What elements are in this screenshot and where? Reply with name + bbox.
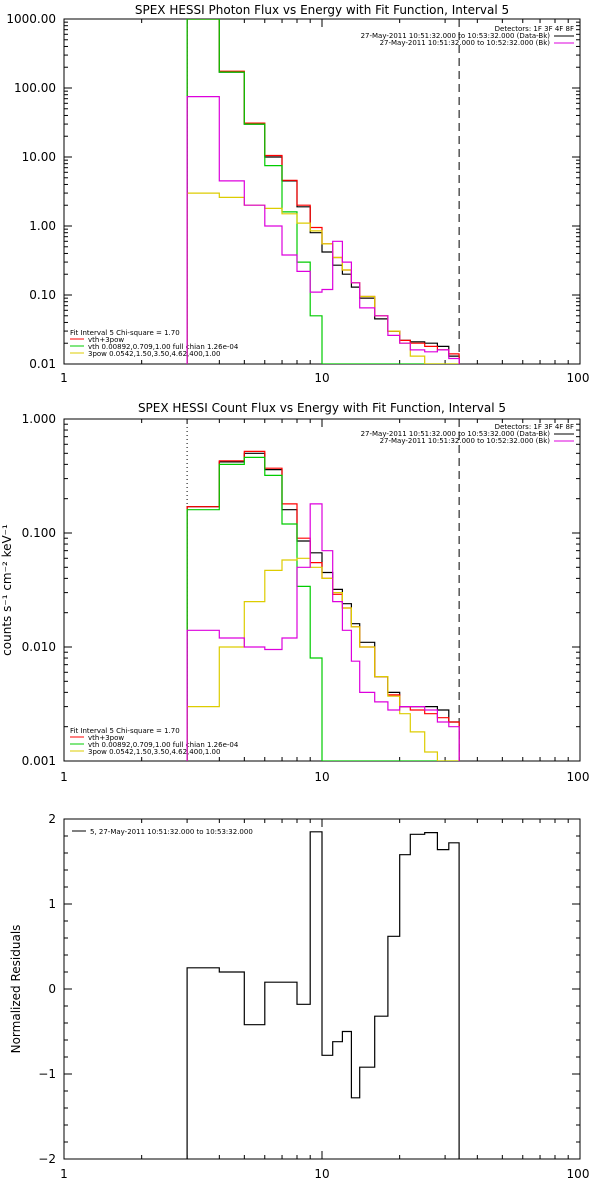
residual-axis-ticks [63,818,581,1160]
photon-fit-line: Fit Interval 5 Chi-square = 1.70 [70,329,180,337]
residual-y-tick-label: 1 [48,897,56,911]
count-fit-line: vth+3pow [88,734,124,742]
photon-x-tick-label: 1 [60,371,68,385]
photon-flux-y-ticks: 0.01 0.10 1.00 10.00 100.00 1000.00 [6,12,56,371]
photon-flux-fit-legend: Fit Interval 5 Chi-square = 1.70 vth+3po… [70,329,239,358]
count-x-tick-label: 10 [314,770,329,784]
count-y-tick-label: 0.010 [22,640,56,654]
photon-fit-line: vth 0.00892,0.709,1.00 full chian 1.26e-… [88,343,239,351]
photon-y-tick-label: 1000.00 [6,12,56,26]
photon-bk-series [186,96,460,364]
count-info-line: 27-May-2011 10:51:32.000 to 10:52:32.000… [380,437,551,445]
photon-y-tick-label: 1.00 [29,219,56,233]
photon-fit-line: 3pow 0.0542,1.50,3.50,4.62,400,1.00 [88,350,220,358]
photon-flux-title: SPEX HESSI Photon Flux vs Energy with Fi… [135,3,509,17]
residuals-legend-text: 5, 27-May-2011 10:51:32.000 to 10:53:32.… [90,828,253,836]
photon-series-group [186,19,460,364]
count-vth-series [186,456,460,761]
photon-y-tick-label: 10.00 [22,150,56,164]
count-vth-3pow-series [186,450,460,761]
photon-x-tick-label: 10 [314,371,329,385]
count-series-group [186,450,460,761]
photon-info-line: 27-May-2011 10:51:32.000 to 10:53:32.000… [361,32,551,40]
count-3pow-series [186,557,460,761]
residuals-x-ticks: 1 10 100 [60,1167,589,1181]
residual-x-tick-label: 10 [314,1167,329,1181]
count-data-bk-series [186,452,460,761]
count-flux-y-axis-label: counts s⁻¹ cm⁻² keV⁻¹ [0,524,14,656]
residual-y-tick-label: 2 [48,812,56,826]
photon-flux-x-ticks: 1 10 100 [60,371,589,385]
photon-fit-line: vth+3pow [88,336,124,344]
count-x-tick-label: 100 [567,770,590,784]
residuals-legend: 5, 27-May-2011 10:51:32.000 to 10:53:32.… [72,828,253,836]
residual-x-tick-label: 100 [567,1167,590,1181]
photon-vth-3pow-series [186,19,460,364]
count-fit-line: Fit Interval 5 Chi-square = 1.70 [70,727,180,735]
count-y-tick-label: 0.100 [22,526,56,540]
photon-info-line: 27-May-2011 10:51:32.000 to 10:52:32.000… [380,39,551,47]
count-info-line: Detectors: 1F 3F 4F 8F [495,423,574,431]
count-bk-series [186,503,460,761]
photon-y-tick-label: 0.01 [29,357,56,371]
photon-axis-ticks [63,18,581,365]
count-y-tick-label: 1.000 [22,412,56,426]
photon-flux-detector-info: Detectors: 1F 3F 4F 8F 27-May-2011 10:51… [361,25,574,47]
residual-series-group [186,831,460,1159]
photon-flux-axes-frame [63,18,581,365]
photon-x-tick-label: 100 [567,371,590,385]
count-x-tick-label: 1 [60,770,68,784]
residuals-y-ticks: −2 −1 0 1 2 [38,812,56,1166]
count-fit-line: 3pow 0.0542,1.50,3.50,4.62,400,1.00 [88,748,220,756]
count-flux-detector-info: Detectors: 1F 3F 4F 8F 27-May-2011 10:51… [361,423,574,445]
residual-y-tick-label: −2 [38,1152,56,1166]
count-flux-fit-legend: Fit Interval 5 Chi-square = 1.70 vth+3po… [70,727,239,756]
count-flux-x-ticks: 1 10 100 [60,770,589,784]
count-y-tick-label: 0.001 [22,754,56,768]
residual-residuals-series [186,831,460,1159]
photon-flux-panel: SPEX HESSI Photon Flux vs Energy with Fi… [6,3,589,385]
photon-info-line: Detectors: 1F 3F 4F 8F [495,25,574,33]
count-info-line: 27-May-2011 10:51:32.000 to 10:53:32.000… [361,430,551,438]
count-flux-panel: SPEX HESSI Count Flux vs Energy with Fit… [0,401,589,784]
photon-y-tick-label: 100.00 [14,81,56,95]
photon-y-tick-label: 0.10 [29,288,56,302]
count-fit-line: vth 0.00892,0.709,1.00 full chian 1.26e-… [88,741,239,749]
photon-3pow-series [186,192,460,364]
residual-y-tick-label: 0 [48,982,56,996]
count-axis-ticks [63,418,581,762]
residual-y-tick-label: −1 [38,1067,56,1081]
residuals-y-axis-label: Normalized Residuals [9,925,23,1054]
count-flux-title: SPEX HESSI Count Flux vs Energy with Fit… [138,401,506,415]
photon-vth-series [186,19,460,364]
residual-x-tick-label: 1 [60,1167,68,1181]
count-flux-y-ticks: 0.001 0.010 0.100 1.000 [22,412,56,768]
residuals-panel: Normalized Residuals −2 −1 0 1 2 1 10 10… [9,812,589,1181]
